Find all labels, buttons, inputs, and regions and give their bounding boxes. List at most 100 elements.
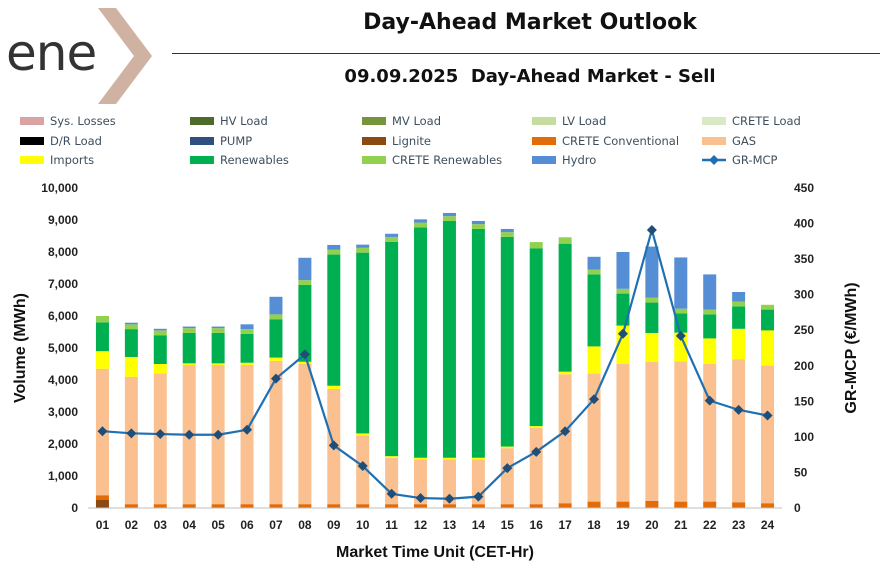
mcp-point	[270, 373, 281, 384]
bar-segment	[587, 346, 601, 374]
legend-label: Sys. Losses	[50, 114, 116, 128]
mcp-point	[733, 404, 744, 415]
y-tick-label: 10,000	[41, 181, 78, 195]
x-tick-label: 05	[211, 518, 225, 532]
bar-segment	[732, 306, 746, 329]
bar-segment	[761, 503, 775, 508]
mcp-point	[646, 224, 657, 235]
bar-segment	[471, 228, 485, 458]
bar-segment	[414, 459, 428, 505]
mcp-point	[184, 429, 195, 440]
bar-segment	[674, 257, 688, 309]
bar-segment	[385, 236, 399, 242]
y-tick-label: 6,000	[48, 309, 78, 323]
legend-swatch	[362, 156, 386, 164]
mcp-point	[415, 493, 426, 504]
bar-segment	[211, 328, 225, 333]
bar-segment	[414, 222, 428, 228]
bar-segment	[616, 252, 630, 289]
bar-segment	[356, 244, 370, 248]
bar-segment	[327, 249, 341, 255]
bar-segment	[732, 292, 746, 302]
mcp-point	[704, 395, 715, 406]
bar-segment	[500, 446, 514, 449]
y2-tick-label: 400	[794, 217, 814, 231]
x-tick-label: 23	[732, 518, 746, 532]
mcp-point	[155, 429, 166, 440]
mcp-point	[444, 493, 455, 504]
bar-segment	[182, 326, 196, 329]
bar-segment	[240, 362, 254, 365]
mcp-point	[589, 394, 600, 405]
bar-segment	[356, 504, 370, 508]
bar-segment	[385, 233, 399, 237]
bar-segment	[761, 365, 775, 504]
bar-segment	[124, 356, 138, 377]
bar-segment	[732, 359, 746, 503]
bar-segment	[558, 503, 572, 508]
mcp-point	[126, 428, 137, 439]
mcp-point	[242, 424, 253, 435]
bar-segment	[153, 364, 167, 374]
bar-segment	[761, 304, 775, 310]
legend-marker	[709, 155, 719, 165]
bar-segment	[269, 296, 283, 315]
legend-swatch	[362, 137, 386, 145]
bar-segment	[732, 502, 746, 508]
legend-swatch	[20, 137, 44, 145]
bar-segment	[500, 236, 514, 447]
mcp-point	[328, 440, 339, 451]
bar-segment	[211, 504, 225, 508]
bar-segment	[385, 456, 399, 458]
x-tick-label: 07	[269, 518, 283, 532]
bar-segment	[529, 504, 543, 508]
bar-series	[95, 212, 775, 508]
y2-axis-title: GR-MCP (€/MWh)	[843, 282, 860, 413]
bar-segment	[240, 324, 254, 330]
chart-axes: 0 1,000 2,000 3,000 4,000 5,000 6,000 7,000 8,00…	[12, 181, 860, 561]
bar-segment	[124, 329, 138, 357]
mcp-point	[531, 446, 542, 457]
bar-segment	[703, 314, 717, 339]
bar-segment	[269, 314, 283, 320]
logo-chevron	[98, 8, 152, 104]
bar-segment	[153, 335, 167, 364]
bar-segment	[298, 361, 312, 364]
x-tick-label: 13	[443, 518, 457, 532]
legend-swatch	[532, 117, 556, 125]
bar-segment	[587, 501, 601, 508]
legend-label: CRETE Conventional	[562, 134, 679, 148]
bar-segment	[442, 216, 456, 221]
bar-segment	[298, 257, 312, 281]
bar-segment	[298, 504, 312, 508]
bar-segment	[471, 220, 485, 225]
bar-segment	[327, 254, 341, 386]
y2-tick-label: 0	[794, 501, 801, 515]
title-divider	[172, 53, 880, 54]
bar-segment	[471, 457, 485, 460]
line-series	[97, 224, 773, 504]
bar-segment	[269, 319, 283, 358]
y-tick-label: 5,000	[48, 341, 78, 355]
bar-segment	[529, 426, 543, 428]
bar-segment	[124, 504, 138, 508]
bar-segment	[211, 326, 225, 329]
bar-segment	[269, 360, 283, 505]
x-tick-label: 15	[501, 518, 515, 532]
x-tick-label: 02	[125, 518, 139, 532]
legend-label: Imports	[50, 153, 94, 167]
legend-label: GR-MCP	[732, 153, 778, 167]
bar-segment	[356, 252, 370, 434]
legend-swatch	[190, 156, 214, 164]
bar-segment	[414, 219, 428, 223]
bar-segment	[558, 243, 572, 372]
bar-segment	[298, 280, 312, 285]
mcp-point	[97, 426, 108, 437]
y-tick-label: 3,000	[48, 405, 78, 419]
bar-segment	[298, 284, 312, 362]
x-tick-label: 24	[761, 518, 775, 532]
bar-segment	[703, 364, 717, 502]
y2-tick-label: 150	[794, 394, 814, 408]
legend-swatch	[702, 137, 726, 145]
bar-segment	[182, 363, 196, 365]
